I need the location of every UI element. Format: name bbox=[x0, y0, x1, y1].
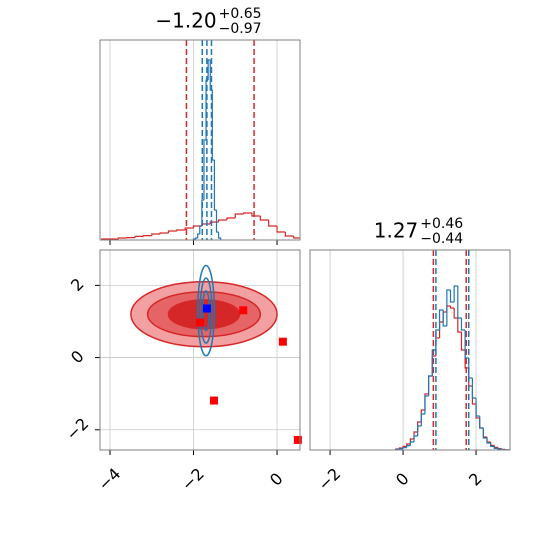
panel-frame bbox=[99, 249, 301, 451]
histogram-step bbox=[409, 441, 415, 446]
histogram-step bbox=[251, 213, 261, 217]
histogram-step bbox=[276, 226, 286, 233]
histogram-step bbox=[431, 349, 436, 376]
marker bbox=[278, 337, 287, 346]
title-lower: −0.97 bbox=[219, 21, 262, 37]
histogram-step bbox=[201, 199, 204, 226]
histogram-step bbox=[402, 447, 407, 449]
title-value: 1.27 bbox=[374, 219, 419, 243]
histogram-step bbox=[493, 446, 498, 449]
histogram-step bbox=[453, 285, 458, 302]
marker bbox=[196, 318, 205, 327]
histogram-step bbox=[234, 213, 244, 218]
histogram-step bbox=[453, 308, 458, 319]
histogram-step bbox=[482, 428, 488, 439]
marker bbox=[239, 306, 248, 315]
histogram-step bbox=[201, 223, 211, 226]
histogram-step bbox=[406, 445, 411, 448]
histogram-step bbox=[413, 435, 418, 442]
histogram-step bbox=[417, 425, 422, 436]
histogram-step bbox=[446, 289, 451, 326]
histogram-step bbox=[490, 443, 495, 447]
histogram-step bbox=[176, 229, 186, 231]
histogram-step bbox=[243, 212, 252, 214]
histogram-step bbox=[449, 290, 455, 303]
histogram-step bbox=[457, 318, 462, 333]
marker bbox=[209, 396, 218, 405]
histogram-step bbox=[167, 230, 177, 233]
histogram-step bbox=[268, 220, 278, 227]
title-upper: +0.65 bbox=[219, 6, 262, 22]
histogram-step bbox=[438, 309, 444, 330]
histogram-step bbox=[215, 210, 219, 233]
panel-frame bbox=[99, 39, 301, 241]
histogram-step bbox=[475, 398, 480, 417]
panel bbox=[101, 40, 300, 240]
x-tick-label: −2 bbox=[178, 464, 208, 494]
x-tick-label: 0 bbox=[392, 469, 413, 490]
panel bbox=[329, 250, 510, 450]
panel bbox=[100, 250, 300, 450]
histogram-step bbox=[497, 448, 502, 450]
histogram-step bbox=[217, 219, 227, 222]
histogram-step bbox=[293, 236, 300, 239]
histogram-step bbox=[134, 235, 144, 238]
histogram-step bbox=[199, 225, 202, 234]
histogram-step bbox=[159, 232, 169, 234]
contour-level bbox=[196, 264, 216, 357]
histogram-step bbox=[486, 438, 491, 444]
histogram-step bbox=[460, 332, 466, 351]
histogram-step bbox=[457, 286, 462, 319]
histogram-step bbox=[259, 216, 269, 221]
histogram-step bbox=[184, 227, 194, 230]
histogram-step bbox=[207, 59, 211, 80]
x-tick-label: −4 bbox=[94, 464, 124, 494]
histogram-step bbox=[420, 413, 425, 426]
marker bbox=[202, 304, 211, 313]
histogram-step bbox=[209, 221, 219, 224]
x-tick-label: 2 bbox=[465, 469, 486, 490]
histogram-step bbox=[211, 90, 215, 161]
histogram-step bbox=[398, 448, 404, 450]
x-tick-label: −2 bbox=[314, 464, 344, 494]
histogram-step bbox=[195, 237, 198, 239]
y-tick-label: −2 bbox=[62, 414, 92, 444]
y-tick-label: 0 bbox=[67, 347, 88, 368]
histogram-step bbox=[197, 233, 200, 238]
histogram-step bbox=[479, 416, 484, 429]
histogram-step bbox=[471, 378, 477, 399]
x-tick-label: 0 bbox=[266, 469, 287, 490]
histogram-step bbox=[192, 225, 202, 228]
histogram-step bbox=[226, 217, 236, 220]
histogram-step bbox=[464, 330, 469, 359]
histogram-step bbox=[213, 160, 217, 211]
title-value: −1.20 bbox=[155, 9, 216, 33]
panel-frame bbox=[309, 249, 511, 451]
histogram-step bbox=[442, 310, 447, 327]
marker bbox=[293, 435, 302, 444]
histogram-step bbox=[151, 233, 161, 236]
histogram-step bbox=[284, 232, 294, 237]
histogram-step bbox=[117, 237, 127, 239]
title-upper: +0.46 bbox=[420, 216, 463, 232]
histogram-step bbox=[449, 306, 455, 309]
histogram-step bbox=[424, 395, 429, 414]
histogram-step bbox=[460, 318, 466, 331]
contour-level bbox=[199, 277, 213, 344]
histogram-step bbox=[203, 139, 207, 200]
histogram-step bbox=[428, 375, 433, 396]
histogram-step bbox=[142, 235, 152, 237]
histogram-step bbox=[217, 232, 222, 240]
title-lower: −0.44 bbox=[420, 231, 463, 247]
y-tick-label: 2 bbox=[67, 274, 88, 295]
